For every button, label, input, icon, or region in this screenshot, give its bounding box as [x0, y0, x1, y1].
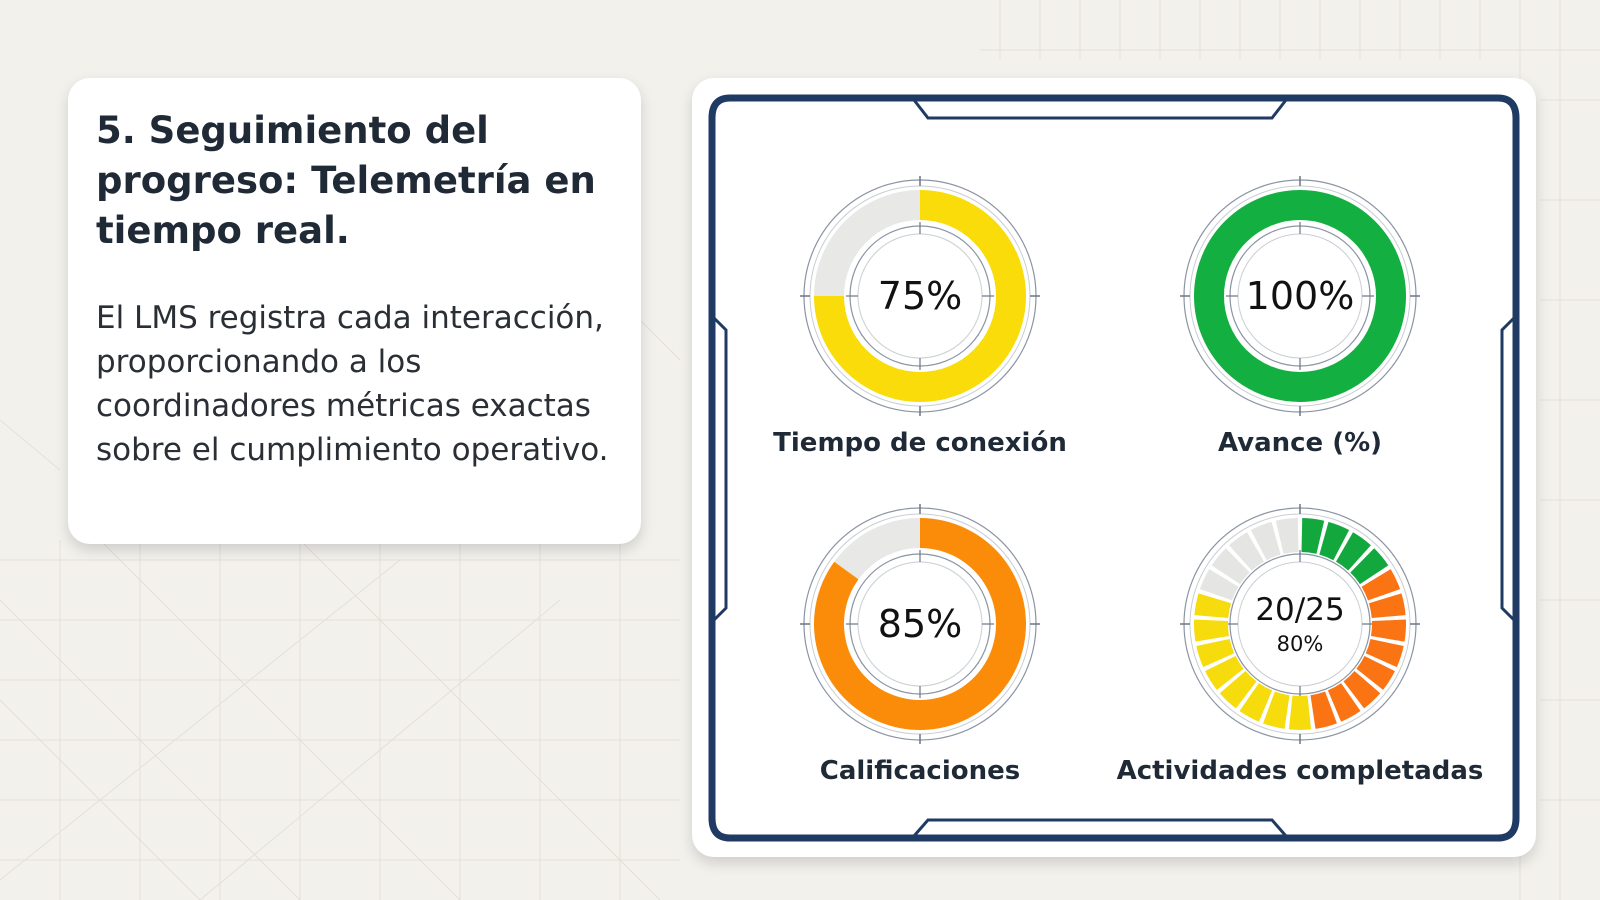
panel-frame: [708, 94, 1520, 842]
slide-body: El LMS registra cada interacción, propor…: [96, 300, 609, 468]
activity-segment: [1205, 656, 1244, 690]
activity-segment: [1343, 671, 1381, 709]
activity-segment: [1350, 548, 1389, 585]
gauge-label: Calificaciones: [819, 756, 1021, 786]
activity-segment: [1310, 691, 1337, 729]
gauge-value: 75%: [877, 274, 963, 318]
gauge-track: [834, 518, 920, 580]
activity-segment: [1229, 532, 1264, 571]
gauge-grades: 85%: [800, 504, 1040, 744]
text-card: 5. Seguimiento del progreso: Telemetría …: [68, 78, 641, 544]
gauge-activities: 20/25 80%: [1180, 504, 1420, 744]
gauge-connection-time: 75%: [800, 176, 1040, 416]
activity-segment: [1370, 619, 1406, 642]
activity-segment: [1356, 656, 1395, 690]
gauge-value: 85%: [877, 602, 963, 646]
activity-segment: [1211, 548, 1250, 585]
gauge-track: [814, 190, 920, 296]
gauge-value: 20/25: [1255, 592, 1345, 628]
activity-segment: [1301, 518, 1325, 554]
activity-segment: [1275, 518, 1299, 554]
segmented-ring: [1180, 504, 1420, 744]
gauge-fill: [1194, 190, 1406, 402]
activity-segment: [1239, 683, 1273, 722]
activity-segment: [1365, 638, 1404, 668]
activity-segment: [1250, 521, 1281, 561]
activity-segment: [1288, 695, 1312, 730]
gauge-subvalue: 80%: [1276, 632, 1324, 656]
telemetry-panel: 75% Tiempo de conexión 100% Avance (%) 8…: [692, 78, 1536, 857]
activity-segment: [1336, 532, 1371, 571]
gauge-label: Avance (%): [1217, 428, 1383, 458]
gauge-progress: 100%: [1180, 176, 1420, 416]
gauge-value: 100%: [1245, 274, 1355, 318]
activity-segment: [1194, 593, 1232, 618]
activity-segment: [1368, 593, 1406, 618]
gauge-label: Tiempo de conexión: [773, 428, 1067, 458]
activity-segment: [1199, 569, 1239, 601]
activity-segment: [1361, 569, 1401, 601]
activity-segment: [1194, 619, 1230, 642]
gauge-ring: [800, 504, 1040, 744]
gauge-label: Actividades completadas: [1116, 756, 1484, 786]
gauge-ring: [1180, 176, 1420, 416]
activity-segment: [1219, 671, 1257, 709]
activity-segment: [1263, 691, 1290, 729]
gauge-ring: [800, 176, 1040, 416]
activity-segment: [1196, 638, 1235, 668]
activity-segment: [1327, 683, 1361, 722]
activity-segment: [1319, 521, 1350, 561]
slide-title: 5. Seguimiento del progreso: Telemetría …: [96, 109, 596, 252]
